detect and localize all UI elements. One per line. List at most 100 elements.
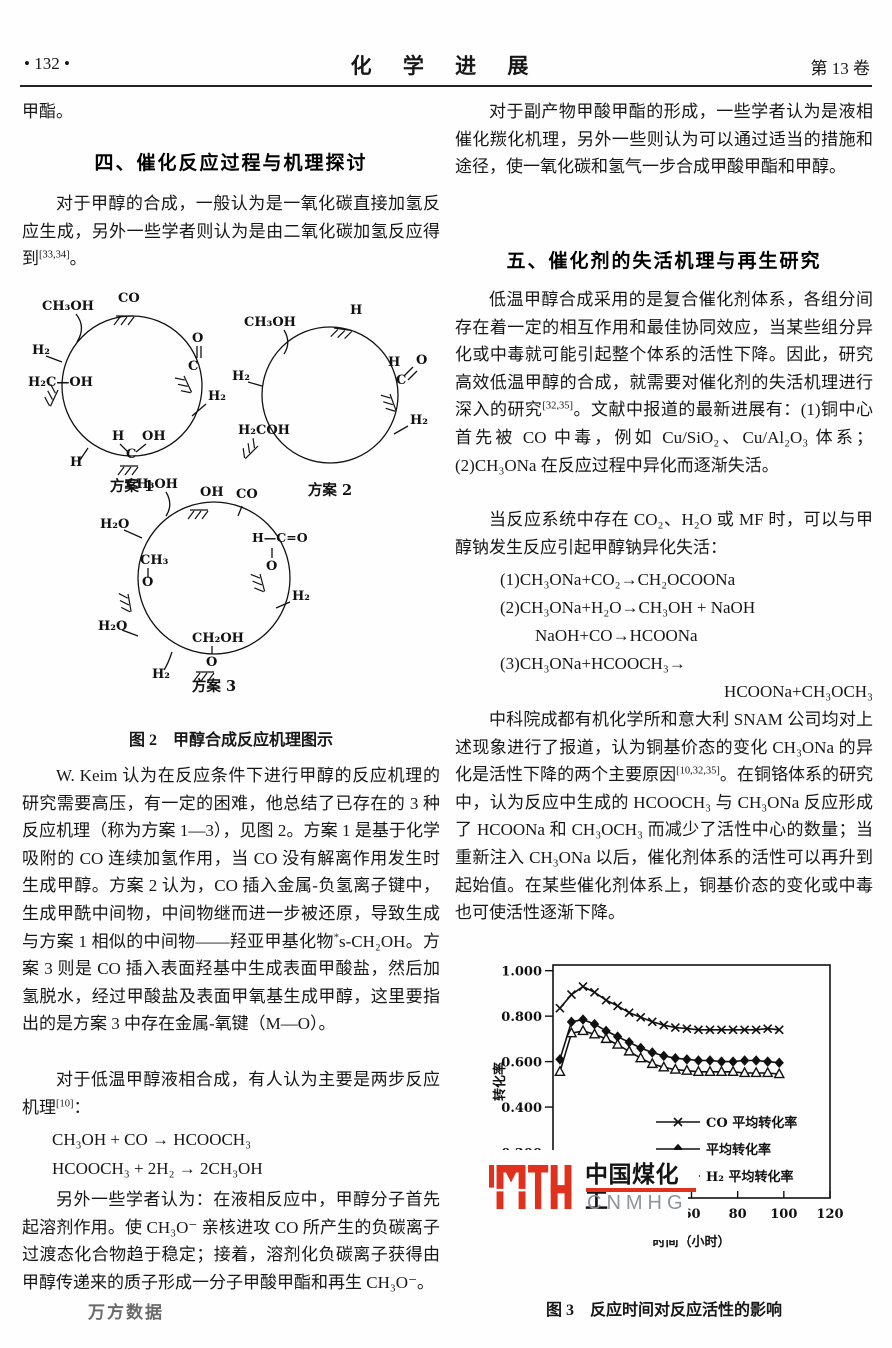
left-paragraph-1: 对于甲醇的合成，一般认为是一氧化碳直接加氢反应生成，另外一些学者则认为是由二氧化… [22,190,440,273]
marker-diamond [705,1055,715,1066]
marker-x [670,1022,680,1033]
marker-x [659,1020,669,1030]
marker-x [636,1012,646,1022]
marker-diamond [555,1054,565,1065]
species-label: H₂ [32,343,50,358]
marker-x [578,982,588,992]
marker-triangle [611,1038,624,1049]
species-label: H₂C—OH [28,375,93,390]
marker-diamond [739,1055,750,1066]
marker-x [673,1117,683,1127]
marker-triangle [738,1066,751,1078]
species-label: O [206,655,217,670]
marker-diamond [589,1018,600,1030]
species-label: O [266,559,277,574]
species-label: CH₃OH [42,299,94,314]
marker-x [589,987,600,997]
marker-diamond [682,1054,692,1065]
equation: CH₃OH + CO → HCOOCH₃ [52,1130,252,1149]
equation: HCOOCH₃ + 2H₂ → 2CH₃OH [52,1159,263,1178]
species-label: H—C=O [252,530,308,545]
species-label: H [350,303,362,318]
marker-x [555,1003,565,1013]
species-label: OH [142,429,166,444]
marker-triangle [715,1065,728,1077]
paragraph: 对于副产物甲酸甲酯的形成，一些学者认为是液相催化羰化机理，另外一些则认为可以通过… [455,102,873,177]
legend-label: H₂ 平均转化率 [706,1169,794,1185]
coal-chem-logo-icon [489,1164,572,1210]
equation: HCOONa+CH₃OCH₃ [724,682,873,701]
marker-triangle [646,1057,659,1069]
right-paragraph-4: 中科院成都有机化学所和意大利 SNAM 公司均对上述现象进行了报道，认为铜基价态… [455,706,873,927]
header-rule [20,85,872,87]
paragraph: 低温甲醇合成采用的是复合催化剂体系，各组分间存在着一定的相互作用和最佳协同效应，… [455,290,874,475]
species-label: H₂COH [238,423,290,438]
chart-text: 0.600 [501,1056,542,1071]
paragraph: 对于低温甲醇液相合成，有人认为主要是两步反应机理[10]： [22,1070,440,1117]
left-paragraph-2: W. Keim 认为在反应条件下进行甲醇的反应机理的研究需要高压，有一定的困难，… [22,762,440,1038]
logo-underline [586,1188,696,1192]
marker-x [774,1025,784,1035]
catalytic-cycle-circle [137,501,291,655]
species-label: CH₂OH [192,631,244,646]
equation: (3)CH₃ONa+HCOOCH₃→ [500,654,686,673]
marker-triangle [623,1044,635,1056]
section-heading-4: 四、催化反应过程与机理探讨 [94,153,368,174]
figure2-scheme1-diagram: CH₃OH CO H₂ H₂C—OH O C H₂ H OH C H 方案 1 [28,291,226,494]
legend-label: CO 平均转化率 [706,1115,797,1131]
left-paragraph-4: 另外一些学者认为：在液相反应中，甲醇分子首先起溶剂作用。使 CH₃O⁻ 亲核进攻… [22,1186,440,1296]
bond-line [283,329,289,355]
bond-line [75,313,83,343]
marker-diamond [670,1052,681,1064]
paragraph: 对于甲醇的合成，一般认为是一氧化碳直接加氢反应生成，另外一些学者则认为是由二氧化… [22,194,440,269]
paragraph: W. Keim 认为在反应条件下进行甲醇的反应机理的研究需要高压，有一定的困难，… [22,766,441,1034]
species-label: H [388,355,400,370]
species-label: C [188,359,198,374]
right-paragraph-1: 对于副产物甲酸甲酯的形成，一些学者认为是液相催化羰化机理，另外一些则认为可以通过… [455,98,873,181]
chart-text: 100 [770,1207,797,1222]
marker-x [716,1025,727,1035]
coal-chem-logo-cn-text: 中国煤化工 [585,1162,699,1214]
figure2-caption: 图 2 甲醇合成反应机理图示 [128,732,333,749]
marker-triangle [750,1066,762,1078]
figure3-caption: 图 3 反应时间对反应活性的影响 [545,1302,782,1319]
marker-diamond [659,1050,669,1062]
marker-triangle [681,1064,693,1075]
species-label: H₂O [98,619,127,634]
left-paragraph-3: 对于低温甲醇液相合成，有人认为主要是两步反应机理[10]： [22,1066,440,1121]
marker-x [763,1024,773,1034]
marker-diamond [716,1056,727,1067]
marker-x [693,1025,703,1035]
paragraph: 中科院成都有机化学所和意大利 SNAM 公司均对上述现象进行了报道，认为铜基价态… [455,710,874,923]
figure2-scheme3-diagram: CH₃OH OH CO H—C=O O H₂ CH₂OH O H₂ H₂O CH… [98,477,310,694]
marker-diamond [647,1047,657,1058]
marker-triangle [554,1065,566,1077]
species-label: CO [236,487,258,502]
logo-glyphs [489,1164,572,1210]
species-label: H [70,455,82,470]
marker-triangle [658,1060,670,1072]
marker-diamond [763,1056,773,1067]
coal-chem-logo-en-text: CNMHG [587,1192,688,1214]
marker-triangle [577,1024,589,1036]
species-label: H₂ [232,369,250,384]
right-paragraph-3: 当反应系统中存在 CO₂、H₂O 或 MF 时，可以与甲醇钠发生反应引起甲醇钠异… [455,506,873,561]
marker-triangle [761,1066,774,1078]
marker-diamond [578,1014,588,1025]
marker-diamond [693,1055,704,1066]
species-label: H₂ [292,589,310,604]
species-label: H₂ [208,389,226,404]
figure3-line-chart: 1.0000.8000.6000.4000.200020406080100120… [492,964,844,1250]
chart-text: 80 [729,1207,747,1222]
marker-triangle [669,1063,682,1074]
chart-text: 120 [816,1207,843,1222]
marker-x [751,1025,761,1035]
marker-diamond [774,1057,784,1068]
marker-triangle [634,1051,647,1063]
marker-x [728,1025,738,1035]
species-label: H [112,429,124,444]
paragraph: 另外一些学者认为：在液相反应中，甲醇分子首先起溶剂作用。使 CH₃O⁻ 亲核进攻… [22,1190,440,1292]
marker-x [624,1008,634,1018]
species-label: H₂ [410,413,428,428]
